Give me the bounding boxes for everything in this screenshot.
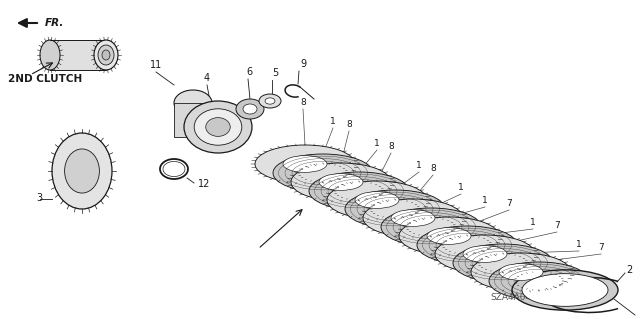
Text: 2ND CLUTCH: 2ND CLUTCH — [8, 74, 83, 84]
Ellipse shape — [283, 156, 327, 172]
Ellipse shape — [236, 99, 264, 119]
Ellipse shape — [453, 244, 553, 282]
Ellipse shape — [273, 154, 373, 192]
Ellipse shape — [309, 172, 409, 210]
Ellipse shape — [399, 217, 499, 255]
Ellipse shape — [102, 50, 110, 60]
Text: 3: 3 — [36, 193, 42, 203]
Ellipse shape — [327, 181, 427, 219]
Ellipse shape — [522, 274, 608, 306]
Ellipse shape — [417, 226, 517, 264]
Text: 6: 6 — [246, 67, 252, 77]
Ellipse shape — [345, 190, 445, 228]
Bar — [174, 103, 212, 137]
Ellipse shape — [40, 40, 60, 70]
Ellipse shape — [381, 208, 481, 246]
Text: 7: 7 — [506, 199, 512, 208]
Ellipse shape — [471, 253, 571, 291]
Text: 1: 1 — [458, 183, 464, 192]
Ellipse shape — [98, 45, 114, 65]
Text: 7: 7 — [598, 243, 604, 252]
Ellipse shape — [259, 94, 281, 108]
Text: 1: 1 — [530, 218, 536, 227]
Ellipse shape — [463, 246, 507, 262]
Text: 8: 8 — [346, 120, 352, 129]
Ellipse shape — [194, 109, 242, 145]
Ellipse shape — [265, 98, 275, 104]
Ellipse shape — [291, 163, 391, 201]
Ellipse shape — [319, 174, 363, 190]
Ellipse shape — [65, 149, 99, 193]
Ellipse shape — [391, 210, 435, 226]
Text: 1: 1 — [374, 139, 380, 148]
Ellipse shape — [489, 262, 589, 300]
Ellipse shape — [94, 40, 118, 70]
Text: 8: 8 — [388, 142, 394, 151]
Text: 1: 1 — [330, 117, 336, 126]
Bar — [50, 40, 106, 70]
Text: 10: 10 — [0, 318, 1, 319]
Text: 7: 7 — [554, 221, 560, 230]
Text: 12: 12 — [198, 179, 211, 189]
Ellipse shape — [427, 228, 471, 244]
Ellipse shape — [52, 133, 112, 209]
Ellipse shape — [499, 263, 543, 280]
Ellipse shape — [206, 118, 230, 136]
Text: FR.: FR. — [45, 18, 65, 28]
Text: 1: 1 — [576, 240, 582, 249]
Text: 8: 8 — [430, 164, 436, 173]
Ellipse shape — [355, 192, 399, 208]
Ellipse shape — [184, 101, 252, 153]
Ellipse shape — [255, 145, 355, 183]
Ellipse shape — [512, 270, 618, 310]
Text: 1: 1 — [482, 196, 488, 205]
Text: 9: 9 — [300, 59, 306, 69]
Ellipse shape — [435, 235, 535, 273]
Text: 8: 8 — [300, 98, 306, 107]
Text: 1: 1 — [416, 161, 422, 170]
Ellipse shape — [243, 104, 257, 114]
Ellipse shape — [174, 90, 212, 116]
Text: 11: 11 — [150, 60, 163, 70]
Ellipse shape — [363, 199, 463, 237]
Text: 2: 2 — [626, 265, 632, 275]
Text: SZA4A0410: SZA4A0410 — [490, 293, 543, 301]
Text: 4: 4 — [204, 73, 210, 83]
Text: 5: 5 — [272, 68, 278, 78]
